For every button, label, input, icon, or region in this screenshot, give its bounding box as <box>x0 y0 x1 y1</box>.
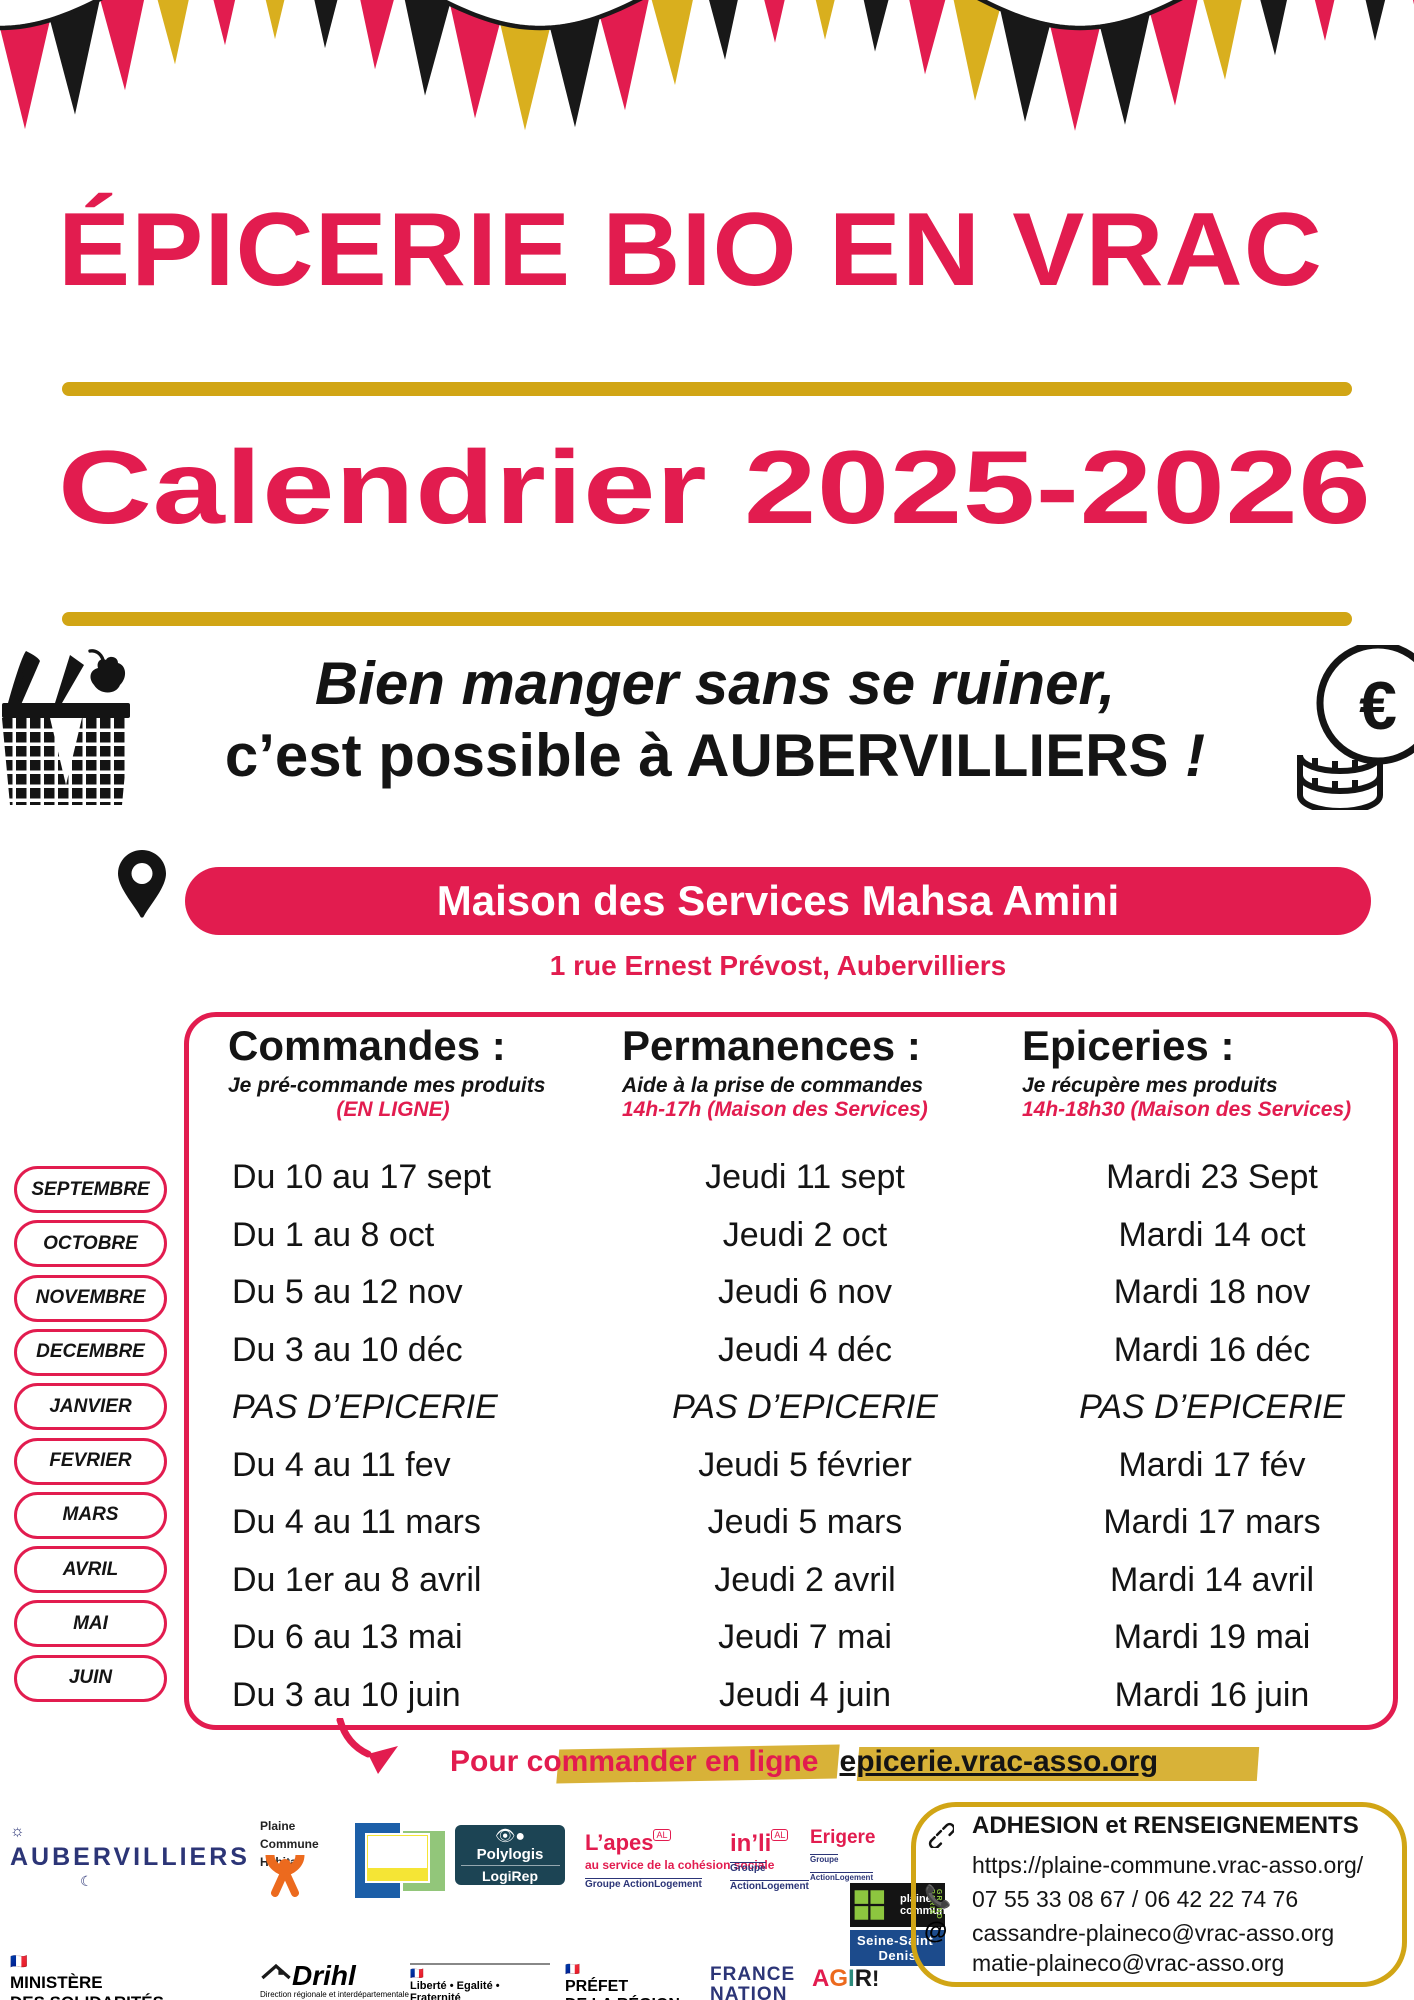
svg-text:€: € <box>1359 668 1397 744</box>
